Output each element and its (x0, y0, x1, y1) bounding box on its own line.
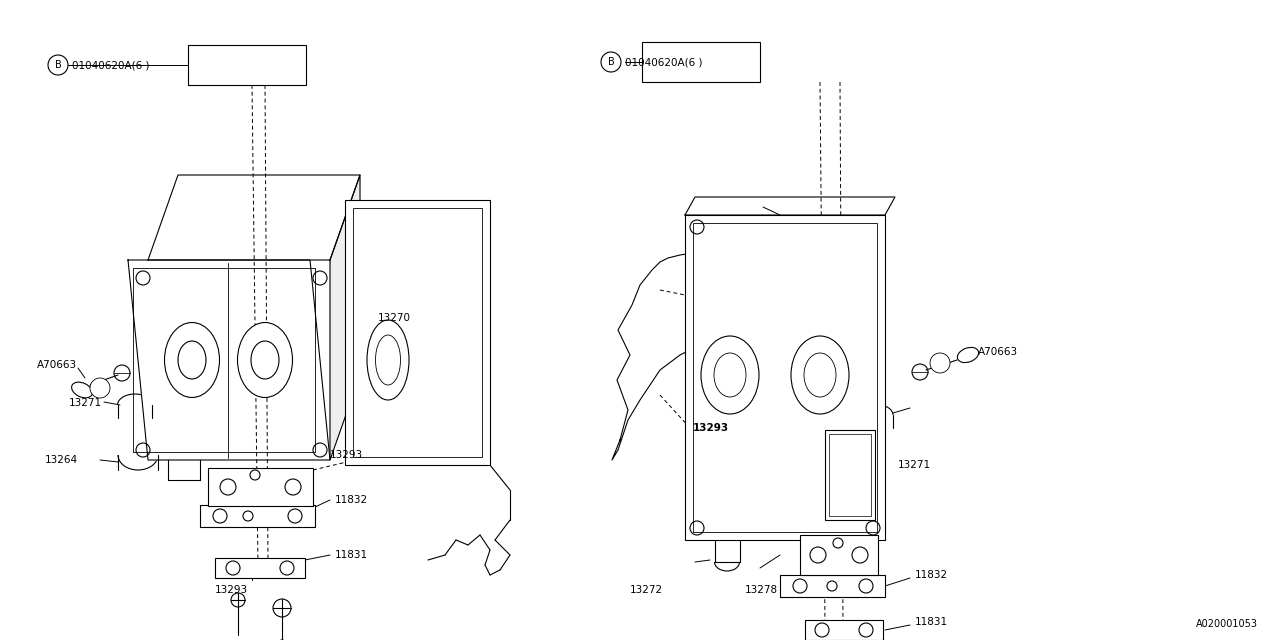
Bar (692, 223, 877, 532)
Text: 11832: 11832 (335, 495, 369, 505)
Ellipse shape (701, 336, 759, 414)
Polygon shape (148, 175, 360, 260)
Bar (353, 208, 483, 457)
Text: 11831: 11831 (915, 617, 948, 627)
Text: 13278: 13278 (745, 585, 778, 595)
Bar (346, 200, 490, 465)
Bar (780, 575, 884, 597)
Text: 11832: 11832 (915, 570, 948, 580)
Ellipse shape (178, 341, 206, 379)
Ellipse shape (367, 320, 410, 400)
Text: A020001053: A020001053 (1197, 619, 1258, 629)
Text: 13293: 13293 (692, 423, 730, 433)
Ellipse shape (251, 341, 279, 379)
Text: 13293: 13293 (330, 450, 364, 460)
Text: A70663: A70663 (978, 347, 1018, 357)
Bar (643, 42, 760, 82)
Text: B: B (608, 57, 614, 67)
Polygon shape (330, 175, 360, 460)
Ellipse shape (165, 323, 219, 397)
Bar (826, 430, 876, 520)
Polygon shape (128, 260, 330, 460)
Text: A70663: A70663 (37, 360, 77, 370)
Bar (188, 45, 306, 85)
Text: 13264: 13264 (45, 455, 78, 465)
Text: 01040620A(6 ): 01040620A(6 ) (625, 57, 703, 67)
Text: 11831: 11831 (335, 550, 369, 560)
Circle shape (90, 378, 110, 398)
Bar (800, 535, 878, 575)
Bar (829, 434, 870, 516)
Bar (215, 558, 305, 578)
Text: 13270: 13270 (378, 313, 411, 323)
Bar (805, 620, 883, 640)
Ellipse shape (238, 323, 293, 397)
Circle shape (931, 353, 950, 373)
Text: 13271: 13271 (69, 398, 102, 408)
Text: 13293: 13293 (215, 585, 248, 595)
Text: 01040620A(6 ): 01040620A(6 ) (72, 60, 150, 70)
Ellipse shape (957, 348, 979, 363)
Bar (200, 505, 315, 527)
Polygon shape (612, 252, 745, 460)
Text: 13271: 13271 (899, 460, 931, 470)
Ellipse shape (72, 382, 92, 398)
Ellipse shape (791, 336, 849, 414)
Bar (209, 468, 314, 506)
Polygon shape (685, 197, 895, 215)
Text: B: B (55, 60, 61, 70)
Bar (685, 215, 884, 540)
Text: 13272: 13272 (630, 585, 663, 595)
